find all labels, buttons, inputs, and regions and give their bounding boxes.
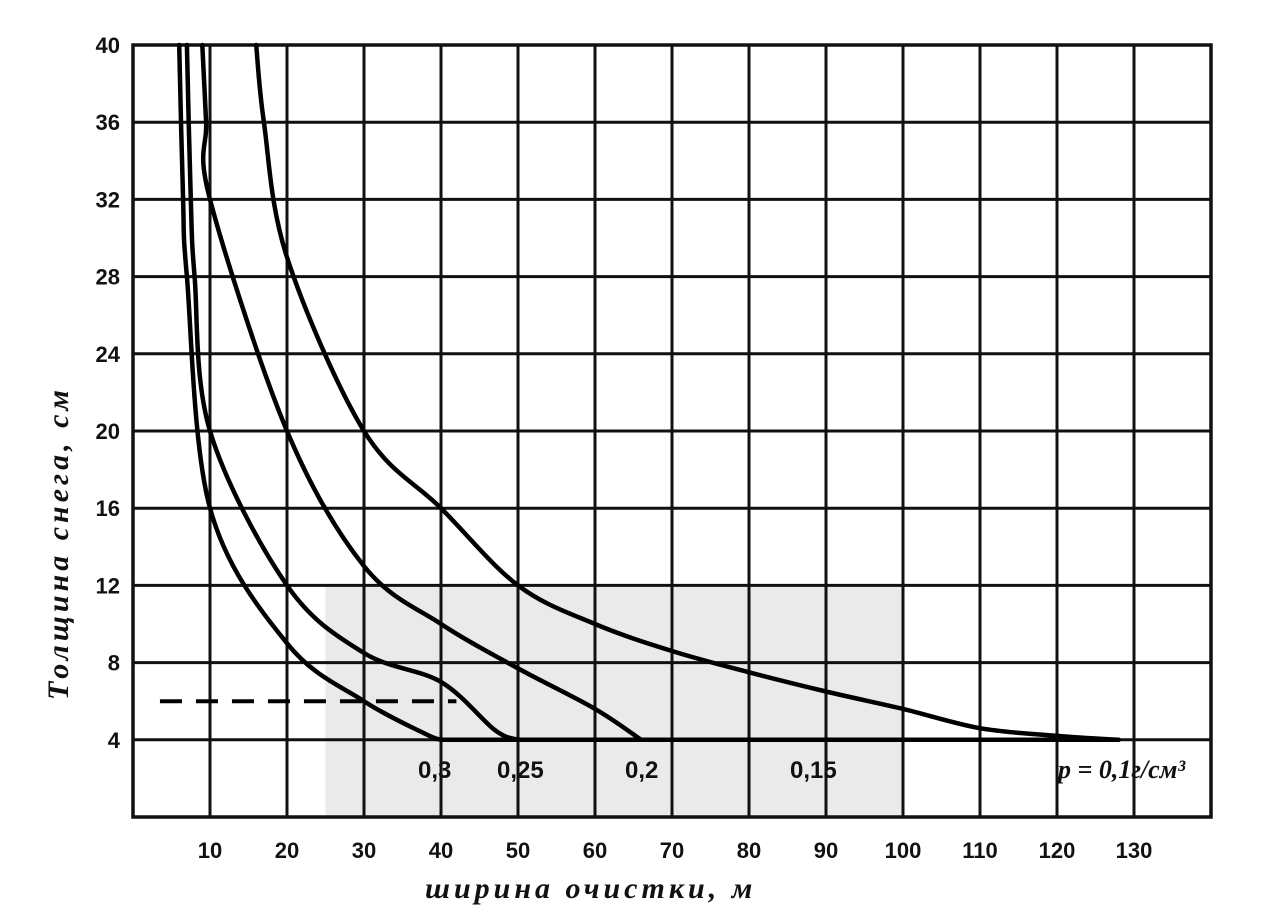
y-tick-label-40: 40 (96, 33, 120, 58)
y-tick-label-28: 28 (96, 265, 120, 290)
x-tick-label-40: 40 (429, 838, 453, 863)
curve-label-0-3: 0,3 (418, 757, 451, 784)
curve-label-0-25: 0,25 (497, 757, 544, 784)
x-tick-label-10: 10 (198, 838, 222, 863)
x-tick-label-70: 70 (660, 838, 684, 863)
x-tick-label-100: 100 (885, 838, 922, 863)
plot-frame (131, 43, 1213, 819)
x-axis-title: ширина очистки, м (425, 872, 756, 905)
y-tick-label-4: 4 (108, 728, 121, 753)
tick-layer: 10 20 30 40 50 60 70 80 90 100 110 120 130 4 8 12 16 20 24… (96, 33, 1153, 863)
x-tick-label-120: 120 (1039, 838, 1076, 863)
curve-label-0-2: 0,2 (625, 757, 658, 784)
y-tick-label-32: 32 (96, 187, 120, 212)
x-tick-label-90: 90 (814, 838, 838, 863)
curve-label-0-15: 0,15 (790, 757, 837, 784)
x-tick-label-60: 60 (583, 838, 607, 863)
x-tick-label-50: 50 (506, 838, 530, 863)
y-tick-label-20: 20 (96, 419, 120, 444)
y-tick-label-24: 24 (96, 342, 121, 367)
series-curve-3 (253, 42, 1121, 743)
curve-layer (176, 42, 1121, 743)
x-tick-label-130: 130 (1116, 838, 1153, 863)
grid-layer (131, 43, 1213, 819)
x-tick-label-30: 30 (352, 838, 376, 863)
y-axis-title: Толщина снега, см (42, 386, 75, 700)
x-tick-label-80: 80 (737, 838, 761, 863)
density-label: p = 0,1г/см³ (1056, 755, 1186, 784)
series-curve-1 (184, 42, 521, 743)
x-tick-label-110: 110 (962, 838, 998, 863)
x-tick-label-20: 20 (275, 838, 299, 863)
y-tick-label-12: 12 (96, 573, 120, 598)
y-tick-label-16: 16 (96, 496, 120, 521)
series-curve-0 (176, 42, 444, 743)
y-tick-label-36: 36 (96, 110, 120, 135)
y-tick-label-8: 8 (108, 651, 120, 676)
series-curve-2 (200, 42, 644, 743)
